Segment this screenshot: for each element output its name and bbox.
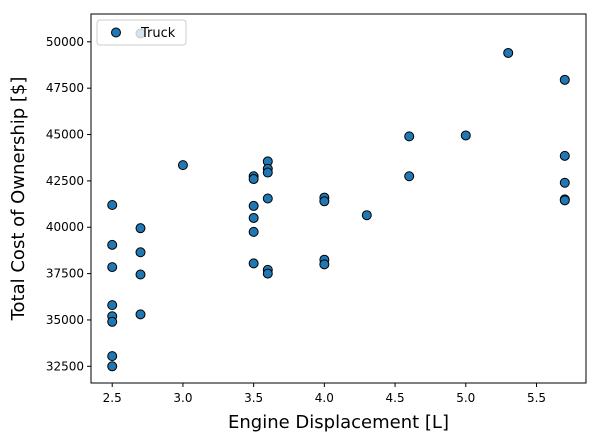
data-points xyxy=(107,28,570,372)
data-point xyxy=(248,258,259,269)
data-point xyxy=(262,268,273,279)
data-point xyxy=(107,316,118,327)
y-axis-label: Total Cost of Ownership [$] xyxy=(8,77,29,322)
x-tick-label: 3.0 xyxy=(173,391,192,405)
data-point xyxy=(404,171,415,182)
data-point xyxy=(107,361,118,372)
plot-area xyxy=(91,14,586,383)
data-point xyxy=(319,196,330,207)
data-point xyxy=(460,130,471,141)
data-point xyxy=(107,199,118,210)
data-point xyxy=(135,309,146,320)
data-point xyxy=(107,351,118,362)
x-tick-label: 2.5 xyxy=(103,391,122,405)
data-point xyxy=(107,262,118,273)
y-tick-label: 32500 xyxy=(46,359,84,373)
data-point xyxy=(135,223,146,234)
plot-frame xyxy=(90,13,587,384)
x-tick-label: 3.5 xyxy=(244,391,263,405)
data-point xyxy=(107,300,118,311)
y-tick-label: 50000 xyxy=(46,35,84,49)
legend-box xyxy=(96,19,187,46)
data-point xyxy=(319,259,330,270)
data-point xyxy=(135,269,146,280)
data-point xyxy=(248,226,259,237)
data-point xyxy=(361,210,372,221)
legend: Truck xyxy=(96,19,187,46)
legend-marker xyxy=(111,27,121,38)
x-tick-label: 5.0 xyxy=(456,391,475,405)
legend-label: Truck xyxy=(140,26,176,41)
x-tick-label: 4.0 xyxy=(315,391,334,405)
y-tick-label: 35000 xyxy=(46,313,84,327)
data-point xyxy=(262,167,273,178)
y-tick-label: 45000 xyxy=(46,128,84,142)
data-point xyxy=(262,193,273,204)
data-point xyxy=(404,131,415,142)
data-point xyxy=(177,160,188,171)
data-point xyxy=(559,150,570,161)
y-axis-ticks: 32500 35000 37500 40000 42500 45000 47500 50000 xyxy=(46,35,91,373)
data-point xyxy=(503,47,514,58)
data-point xyxy=(559,177,570,188)
data-point xyxy=(135,247,146,258)
y-tick-label: 47500 xyxy=(46,81,84,95)
x-axis-ticks: 2.5 3.0 3.5 4.0 4.5 5.0 5.5 xyxy=(103,383,546,405)
data-point xyxy=(248,174,259,185)
x-tick-label: 5.5 xyxy=(527,391,546,405)
x-axis-label: Engine Displacement [L] xyxy=(228,412,449,433)
data-point xyxy=(559,74,570,85)
data-point xyxy=(559,195,570,206)
y-tick-label: 37500 xyxy=(46,267,84,281)
y-tick-label: 42500 xyxy=(46,174,84,188)
x-tick-label: 4.5 xyxy=(386,391,405,405)
data-point xyxy=(248,200,259,211)
data-point xyxy=(248,212,259,223)
y-tick-label: 40000 xyxy=(46,220,84,234)
data-point xyxy=(107,239,118,250)
